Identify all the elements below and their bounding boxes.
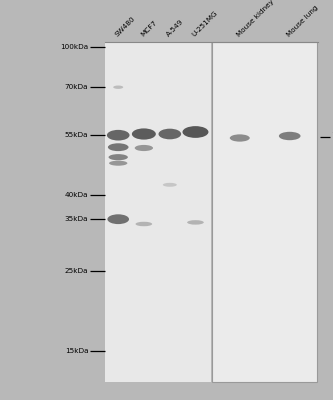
Text: 55kDa: 55kDa	[65, 132, 88, 138]
Ellipse shape	[107, 130, 130, 140]
Text: Mouse lung: Mouse lung	[285, 4, 319, 38]
Text: 100kDa: 100kDa	[60, 44, 88, 50]
Text: U-251MG: U-251MG	[191, 10, 219, 38]
Ellipse shape	[182, 126, 208, 138]
Ellipse shape	[163, 183, 177, 187]
Ellipse shape	[113, 86, 123, 89]
Text: SW480: SW480	[114, 16, 136, 38]
Ellipse shape	[187, 220, 204, 225]
Text: 35kDa: 35kDa	[65, 216, 88, 222]
Ellipse shape	[135, 145, 153, 151]
Text: A-549: A-549	[166, 19, 185, 38]
Text: 70kDa: 70kDa	[65, 84, 88, 90]
Ellipse shape	[279, 132, 300, 140]
Text: Mouse kidney: Mouse kidney	[235, 0, 275, 38]
Text: MCF7: MCF7	[140, 20, 158, 38]
Text: 15kDa: 15kDa	[65, 348, 88, 354]
Bar	[105, 42, 211, 382]
Text: TCN2: TCN2	[332, 132, 333, 141]
Ellipse shape	[159, 129, 181, 139]
Text: 40kDa: 40kDa	[65, 192, 88, 198]
Text: 25kDa: 25kDa	[65, 268, 88, 274]
Ellipse shape	[108, 143, 129, 151]
Bar	[212, 42, 317, 382]
Ellipse shape	[132, 128, 156, 140]
Ellipse shape	[109, 154, 128, 160]
Ellipse shape	[109, 161, 127, 166]
Ellipse shape	[230, 134, 250, 142]
Ellipse shape	[107, 214, 129, 224]
Ellipse shape	[136, 222, 152, 226]
